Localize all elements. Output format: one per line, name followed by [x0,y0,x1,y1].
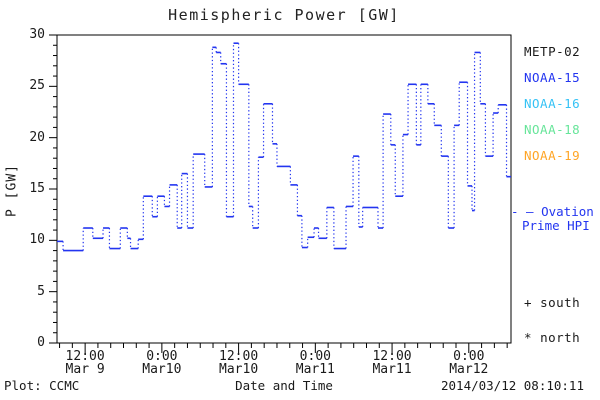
x-tick-date-label: Mar11 [295,362,335,377]
plot-title: Hemispheric Power [GW] [168,6,400,24]
x-tick-time-label: 12:00 [65,349,105,364]
legend-satellite-noaa-15: NOAA-15 [524,70,581,85]
plus-symbol-icon: + [524,295,533,310]
y-tick-label: 5 [37,283,45,299]
y-tick-label: 30 [29,27,45,42]
y-tick-label: 0 [37,335,45,350]
legend-satellite-noaa-16: NOAA-16 [524,96,581,111]
x-axis-label: Date and Time [235,378,333,393]
plot-frame [56,34,512,344]
y-tick-label: 15 [29,181,45,196]
asterisk-symbol-icon: * [524,330,533,345]
ovation-legend-line1: - — Ovation [511,204,594,219]
x-tick-date-label: Mar11 [372,362,412,377]
x-tick-time-label: 12:00 [219,349,259,364]
south-hemisphere-marker: + south [524,295,580,310]
timestamp: 2014/03/12 08:10:11 [441,378,584,393]
x-tick-date-label: Mar10 [219,362,259,377]
legend-satellite-noaa-18: NOAA-18 [524,122,581,137]
x-tick-time-label: 0:00 [453,349,485,364]
north-label: north [540,330,581,345]
plot-credit: Plot: CCMC [4,378,80,393]
x-tick-time-label: 12:00 [372,349,412,364]
x-tick-time-label: 0:00 [299,349,331,364]
x-tick-date-label: Mar12 [449,362,489,377]
y-tick-label: 25 [29,78,45,94]
x-tick-date-label: Mar 9 [65,362,105,377]
north-hemisphere-marker: * north [524,330,580,345]
ovation-legend-line2: Prime HPI [522,218,590,233]
legend-satellite-metp-02: METP-02 [524,44,581,59]
legend-satellite-noaa-19: NOAA-19 [524,148,581,163]
y-tick-label: 20 [29,129,45,145]
x-tick-time-label: 0:00 [146,349,178,364]
south-label: south [540,295,581,310]
y-tick-label: 10 [29,232,45,248]
x-tick-date-label: Mar10 [142,362,182,377]
